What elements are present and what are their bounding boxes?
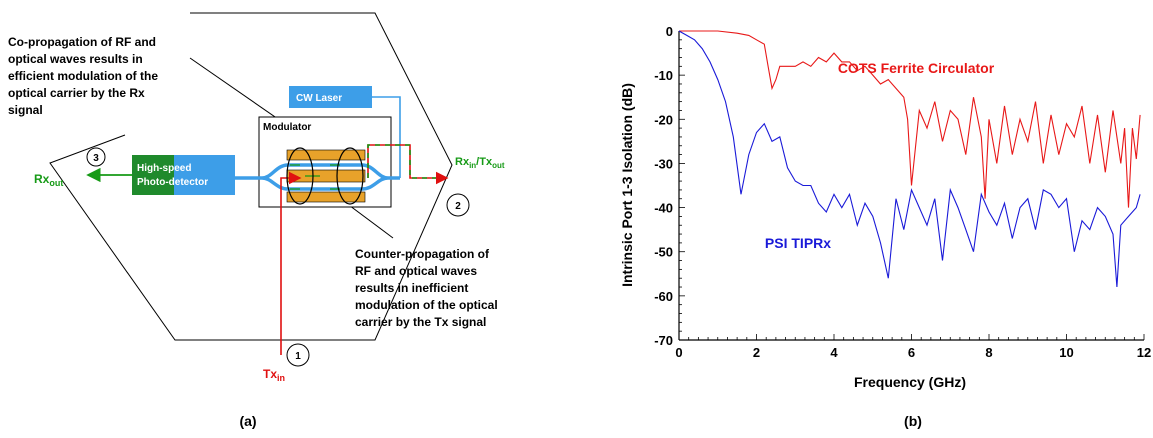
rx-out-sub: out <box>49 178 63 188</box>
co-prop-annotation: Co-propagation of RF and optical waves r… <box>8 35 158 117</box>
electrode-center <box>286 169 366 183</box>
caption-a: (a) <box>239 413 256 429</box>
rx-tx-label: Rxin/Txout <box>455 156 505 170</box>
port2-label: 2 <box>455 201 461 212</box>
counter-prop-line: Counter-propagation of <box>355 247 490 261</box>
cw-laser-box <box>289 86 372 108</box>
y-tick-label: -30 <box>654 156 673 171</box>
cw-laser-label: CW Laser <box>296 93 342 104</box>
co-prop-line: Co-propagation of RF and <box>8 35 156 49</box>
series-line-psi <box>678 30 1141 288</box>
waveguide <box>235 163 400 191</box>
port3-label: 3 <box>93 153 99 164</box>
counter-prop-line: carrier by the Tx signal <box>355 315 486 329</box>
x-tick-label: 2 <box>753 345 760 360</box>
rxtx-rx-sub: in <box>469 161 476 170</box>
modulator-label: Modulator <box>263 122 311 133</box>
y-tick-label: -40 <box>654 201 673 216</box>
co-prop-ellipse <box>286 147 314 205</box>
chart-labels: 0 2 4 6 8 10 12 0 -10 -20 -30 -40 -50 -60 -70 <box>654 24 1151 360</box>
panel-b-chart: 0 2 4 6 8 10 12 0 -10 -20 -30 -40 -50 -60 -70 Frequenc… <box>619 24 1151 429</box>
rx-out-label: Rxout <box>34 172 63 188</box>
internal-arrows <box>290 164 340 190</box>
counter-prop-line: RF and optical waves <box>355 264 477 278</box>
y-tick-label: -50 <box>654 245 673 260</box>
series-line-cots <box>679 30 1141 208</box>
counter-prop-line: results in inefficient <box>355 281 468 295</box>
co-prop-line: efficient modulation of the <box>8 69 158 83</box>
y-tick-label: -10 <box>654 68 673 83</box>
electrode-top <box>286 149 366 161</box>
co-prop-line: optical carrier by the Rx <box>8 86 145 100</box>
port2-circle <box>446 193 470 217</box>
counter-prop-line: modulation of the optical <box>355 298 498 312</box>
chart-lines <box>678 30 1141 288</box>
co-prop-line: optical waves results in <box>8 52 143 66</box>
co-prop-line: signal <box>8 103 43 117</box>
y-tick-label: -70 <box>654 333 673 348</box>
laser-feed-line <box>360 90 401 178</box>
x-tick-label: 12 <box>1137 345 1151 360</box>
y-axis-label: Intrinsic Port 1-3 Isolation (dB) <box>619 83 635 287</box>
photodetector-left <box>132 155 174 195</box>
rxtx-tx-sub: out <box>492 161 505 170</box>
x-tick-label: 0 <box>675 345 682 360</box>
x-tick-label: 4 <box>830 345 838 360</box>
tx-input-line <box>280 171 302 355</box>
counter-prop-ellipse <box>336 147 364 205</box>
y-tick-label: -20 <box>654 112 673 127</box>
caption-b: (b) <box>904 413 922 429</box>
hexagon-outline <box>49 12 453 341</box>
photodetector-line-2: Photo-detector <box>137 177 208 188</box>
port1-circle <box>286 343 310 367</box>
tx-in-main: Tx <box>263 367 277 381</box>
y-tick-label: 0 <box>666 24 673 39</box>
tx-in-label: Txin <box>263 367 285 383</box>
port1-label: 1 <box>295 351 301 362</box>
rx-out-main: Rx <box>34 172 50 186</box>
y-tick-label: -60 <box>654 289 673 304</box>
panel-a-diagram: Modulator CW Laser High-speed Photo-dete… <box>8 12 505 429</box>
rxtx-slash-tx: /Tx <box>476 156 493 168</box>
port3-circle <box>86 147 106 167</box>
counter-prop-annotation: Counter-propagation of RF and optical wa… <box>355 247 498 329</box>
photodetector-line-1: High-speed <box>137 163 191 174</box>
x-tick-label: 10 <box>1059 345 1073 360</box>
tx-in-sub: in <box>277 373 285 383</box>
annotation-cots: COTS Ferrite Circulator <box>838 60 995 76</box>
port2-line-green <box>367 144 449 185</box>
rxtx-rx: Rx <box>455 156 470 168</box>
x-tick-label: 6 <box>908 345 915 360</box>
x-tick-label: 8 <box>985 345 992 360</box>
x-axis-label: Frequency (GHz) <box>854 374 966 390</box>
electrode-bottom <box>286 191 366 203</box>
annotation-psi: PSI TIPRx <box>765 235 831 251</box>
